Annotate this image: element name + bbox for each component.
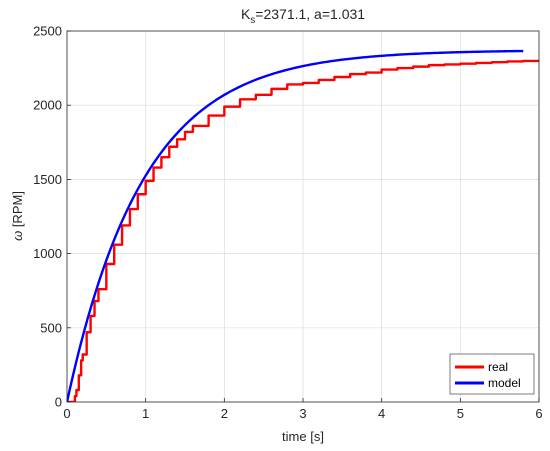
legend: real model — [449, 353, 535, 395]
x-tick-label: 4 — [378, 406, 385, 421]
series-layer — [67, 49, 539, 402]
series-model-line — [67, 49, 524, 402]
legend-box — [449, 353, 535, 395]
y-axis-label: ω [RPM] — [10, 191, 25, 241]
axes-box — [66, 30, 540, 403]
grid-lines — [67, 31, 539, 402]
x-axis-label: time [s] — [282, 429, 324, 444]
y-tick-label: 2500 — [33, 24, 62, 39]
y-axis-symbol: ω — [10, 231, 25, 241]
y-tick-label: 500 — [40, 320, 62, 335]
x-axis-ticks: 0 1 2 3 4 5 6 — [63, 398, 543, 421]
series-real-line — [67, 59, 539, 402]
chart-title: Ks=2371.1, a=1.031 — [241, 6, 365, 26]
y-tick-label: 0 — [55, 395, 62, 410]
y-axis-unit: [RPM] — [10, 191, 25, 231]
x-tick-label: 5 — [457, 406, 464, 421]
title-subscript: s — [250, 15, 255, 26]
legend-label-real: real — [488, 360, 508, 374]
title-rest: =2371.1, a=1.031 — [255, 6, 365, 22]
x-tick-label: 0 — [63, 406, 70, 421]
x-tick-label: 1 — [142, 406, 149, 421]
y-tick-label: 1500 — [33, 172, 62, 187]
x-tick-label: 3 — [299, 406, 306, 421]
y-tick-label: 1000 — [33, 246, 62, 261]
x-tick-label: 2 — [221, 406, 228, 421]
y-axis-ticks: 0 500 1000 1500 2000 2500 — [33, 24, 71, 410]
y-tick-label: 2000 — [33, 98, 62, 113]
x-tick-label: 6 — [535, 406, 542, 421]
title-main: K — [241, 6, 251, 22]
legend-label-model: model — [488, 376, 521, 390]
